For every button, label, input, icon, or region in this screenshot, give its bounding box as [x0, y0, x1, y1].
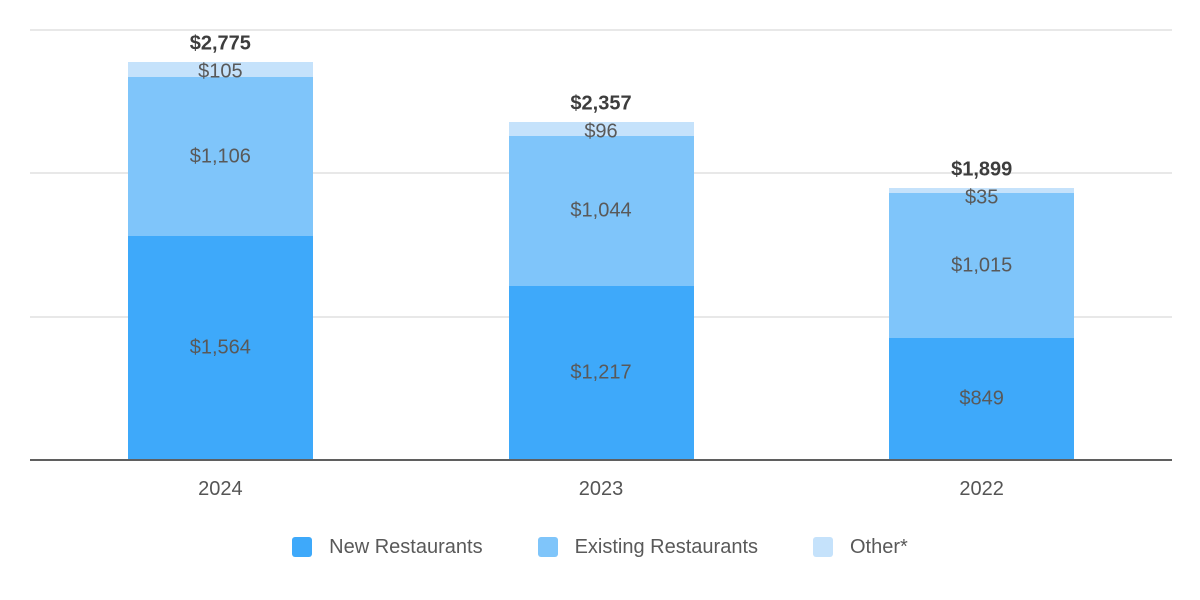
legend-label-existing-restaurants: Existing Restaurants — [574, 535, 758, 558]
x-axis-line — [30, 459, 1172, 461]
segment-existing-restaurants-2024 — [127, 77, 313, 236]
legend-label-other: Other* — [850, 535, 908, 558]
segment-value-label: $849 — [959, 387, 1004, 410]
segment-new-restaurants-2022 — [889, 338, 1075, 460]
bar-total-label: $2,357 — [570, 92, 632, 115]
legend-swatch-existing-restaurants — [537, 537, 558, 557]
segment-value-label: $1,217 — [570, 361, 632, 384]
x-axis-tick-2024: 2024 — [198, 478, 243, 500]
segment-other-2024 — [127, 62, 313, 78]
x-axis-tick-2022: 2022 — [959, 478, 1004, 500]
segment-value-label: $35 — [964, 186, 999, 209]
legend-item-existing-restaurants: Existing Restaurants — [537, 535, 758, 559]
gridline-3000 — [30, 29, 1172, 31]
segment-existing-restaurants-2022 — [889, 192, 1075, 339]
bar-total-label: $1,899 — [951, 158, 1013, 181]
segment-value-label: $1,015 — [951, 254, 1013, 277]
segment-value-label: $1,106 — [189, 145, 251, 168]
legend-swatch-other — [813, 537, 833, 557]
segment-value-label: $105 — [198, 60, 243, 83]
legend: New Restaurants Existing Restaurants Other… — [0, 532, 1200, 562]
segment-value-label: $1,044 — [570, 199, 632, 222]
segment-other-2023 — [508, 122, 694, 136]
segment-existing-restaurants-2023 — [508, 135, 694, 286]
legend-label-new-restaurants: New Restaurants — [329, 535, 483, 558]
segment-value-label: $1,564 — [189, 336, 251, 359]
legend-item-other: Other* — [813, 536, 908, 559]
x-axis-tick-2023: 2023 — [578, 478, 624, 500]
segment-new-restaurants-2024 — [127, 235, 313, 460]
segment-new-restaurants-2023 — [508, 285, 694, 460]
segment-value-label: $96 — [584, 120, 618, 143]
legend-item-new-restaurants: New Restaurants — [292, 535, 483, 559]
segment-other-2022 — [889, 187, 1075, 193]
bar-total-label: $2,775 — [189, 32, 251, 55]
legend-swatch-new-restaurants — [292, 537, 313, 557]
